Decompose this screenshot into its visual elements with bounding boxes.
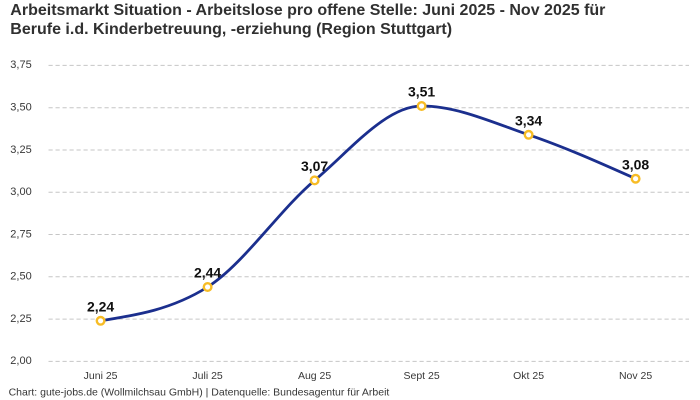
svg-text:3,25: 3,25: [10, 144, 31, 156]
svg-text:Aug 25: Aug 25: [298, 370, 331, 382]
svg-text:2,44: 2,44: [194, 265, 221, 281]
svg-text:3,08: 3,08: [622, 156, 649, 172]
svg-text:2,00: 2,00: [10, 355, 31, 367]
svg-text:2,50: 2,50: [10, 271, 31, 283]
svg-text:Chart: gute-jobs.de (Wollmilch: Chart: gute-jobs.de (Wollmilchsau GmbH) …: [9, 387, 390, 399]
svg-text:Sept 25: Sept 25: [403, 370, 439, 382]
svg-text:3,51: 3,51: [408, 84, 435, 100]
svg-text:Juli 25: Juli 25: [192, 370, 223, 382]
svg-text:2,24: 2,24: [87, 298, 114, 314]
svg-text:2,25: 2,25: [10, 313, 31, 325]
svg-text:Arbeitsmarkt Situation - Arbei: Arbeitsmarkt Situation - Arbeitslose pro…: [10, 2, 605, 19]
svg-text:3,00: 3,00: [10, 186, 31, 198]
svg-text:Nov 25: Nov 25: [619, 370, 652, 382]
svg-text:Berufe i.d. Kinderbetreuung, -: Berufe i.d. Kinderbetreuung, -erziehung …: [10, 21, 452, 38]
svg-text:2,75: 2,75: [10, 228, 31, 240]
svg-text:3,50: 3,50: [10, 102, 31, 114]
svg-text:Okt 25: Okt 25: [513, 370, 544, 382]
svg-text:3,07: 3,07: [301, 158, 328, 174]
svg-text:3,34: 3,34: [515, 112, 542, 128]
svg-text:Juni 25: Juni 25: [84, 370, 118, 382]
svg-text:3,75: 3,75: [10, 59, 31, 71]
